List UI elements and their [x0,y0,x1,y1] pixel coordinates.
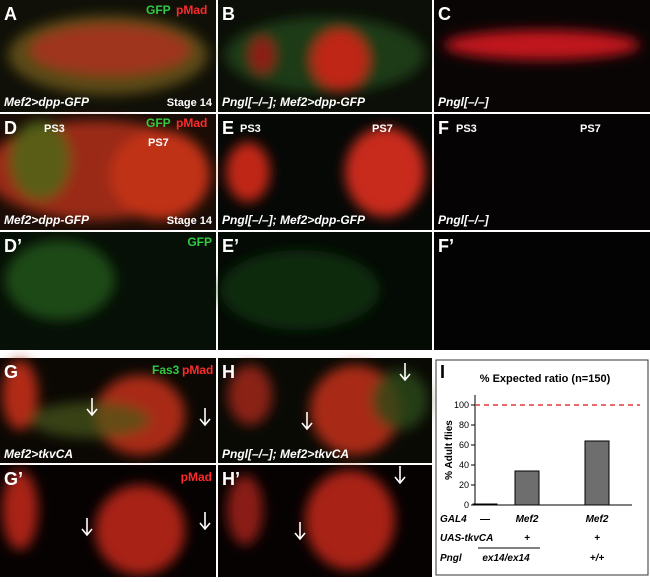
panel-label: B [222,4,235,24]
genotype-cell: ex14/ex14 [482,553,530,564]
genotype-cell: +/+ [590,553,605,564]
panel-label: A [4,4,17,24]
marker: PS3 [240,123,261,135]
caption: Pngl[–/–] [438,213,490,227]
panel-label: E’ [222,236,239,256]
channel-label: pMad [176,116,207,130]
bar [472,503,498,506]
channel-label: GFP [187,235,212,249]
genotype-cell: + [594,533,600,544]
marker: PS3 [44,123,65,135]
panel-label: G’ [4,469,23,489]
channel-label: Fas3 [152,363,180,377]
panel-label: G [4,362,18,382]
bar-chart: % Expected ratio (n=150) % Adult flies 0 20… [440,373,640,564]
bar [514,470,540,506]
marker: PS3 [456,123,477,135]
marker: PS7 [580,123,601,135]
y-tick-label: 100 [454,400,469,410]
y-tick-label: 40 [459,460,469,470]
marker: PS7 [148,137,169,149]
caption: Pngl[–/–]; Mef2>dpp-GFP [222,95,366,109]
labels: A GFP pMad Mef2>dpp-GFP Stage 14 B Pngl[… [4,3,601,489]
y-tick-label: 20 [459,480,469,490]
y-tick-label: 80 [459,420,469,430]
panel-label: D’ [4,236,22,256]
chart-frame [435,359,649,576]
panel-label: H [222,362,235,382]
panel-label: E [222,118,234,138]
caption: Mef2>tkvCA [4,447,73,461]
caption: Mef2>dpp-GFP [4,95,90,109]
caption: Mef2>dpp-GFP [4,213,90,227]
channel-label: GFP [146,116,171,130]
channel-label: GFP [146,3,171,17]
row-label: Pngl [440,553,462,564]
genotype-cell: Mef2 [586,514,609,525]
marker: PS7 [372,123,393,135]
genotype-cell: — [479,514,491,525]
caption: Pngl[–/–] [438,95,490,109]
row-label: UAS-tkvCA [440,533,493,544]
bar [584,440,610,506]
genotype-cell: + [524,533,530,544]
panel-label: C [438,4,451,24]
panel-label: F [438,118,449,138]
stage: Stage 14 [167,215,213,227]
caption: Pngl[–/–]; Mef2>dpp-GFP [222,213,366,227]
stage: Stage 14 [167,97,213,109]
y-tick-label: 0 [464,500,469,510]
panel-label: I [440,362,445,382]
channel-label: pMad [182,363,213,377]
y-tick-label: 60 [459,440,469,450]
panel-label: F’ [438,236,454,256]
caption: Pngl[–/–]; Mef2>tkvCA [222,447,349,461]
row-label: GAL4 [440,514,467,525]
channel-label: pMad [176,3,207,17]
chart-title: % Expected ratio (n=150) [480,373,611,385]
arrows [81,363,411,541]
channel-label: pMad [181,470,212,484]
panel-label: D [4,118,17,138]
genotype-cell: Mef2 [516,514,539,525]
y-axis-label: % Adult flies [444,420,455,480]
panel-label: H’ [222,469,240,489]
